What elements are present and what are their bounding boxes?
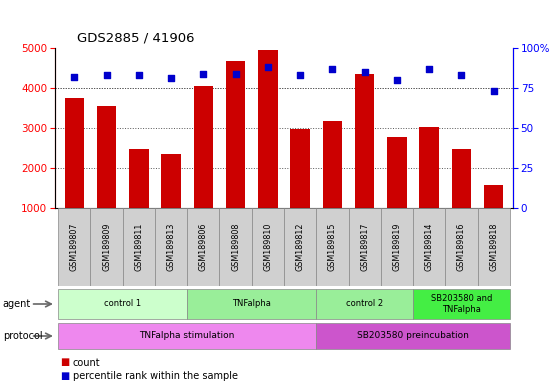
Text: protocol: protocol (3, 331, 42, 341)
Point (263, 64, 272, 70)
Bar (194, 86, 213, 208)
Bar (478, 208, 510, 286)
Point (70, 74, 79, 80)
Text: GSM189819: GSM189819 (392, 223, 401, 271)
Text: ■: ■ (61, 358, 73, 367)
Point (425, 66, 434, 72)
Bar (387, 137, 407, 208)
Bar (90, 208, 123, 286)
Text: control 1: control 1 (104, 300, 141, 308)
Bar (323, 121, 342, 208)
Bar (413, 289, 510, 319)
Text: agent: agent (3, 299, 31, 309)
Bar (381, 208, 413, 286)
Bar (123, 208, 155, 286)
Text: GSM189818: GSM189818 (489, 223, 498, 271)
Text: GSM189816: GSM189816 (457, 223, 466, 271)
Bar (226, 61, 246, 208)
Bar (258, 50, 277, 208)
Bar (58, 323, 316, 349)
Bar (484, 185, 503, 208)
Bar (252, 208, 284, 286)
Bar (65, 98, 84, 208)
Point (134, 72, 143, 78)
Text: GSM189810: GSM189810 (263, 223, 272, 271)
Point (392, 77, 401, 83)
Bar (316, 289, 413, 319)
Bar (413, 208, 445, 286)
Text: GSM189814: GSM189814 (425, 223, 434, 271)
Text: GSM189811: GSM189811 (134, 223, 143, 271)
Text: TNFalpha: TNFalpha (232, 300, 271, 308)
Text: ■: ■ (61, 371, 73, 381)
Bar (316, 208, 349, 286)
Text: SB203580 and
TNFalpha: SB203580 and TNFalpha (431, 294, 492, 314)
Bar (97, 106, 116, 208)
Point (199, 71, 208, 77)
Text: GSM189809: GSM189809 (102, 223, 111, 271)
Text: GSM189812: GSM189812 (296, 223, 305, 271)
Text: GDS2885 / 41906: GDS2885 / 41906 (78, 31, 195, 44)
Bar (58, 289, 187, 319)
Text: SB203580 preincubation: SB203580 preincubation (357, 331, 469, 341)
Point (360, 69, 369, 75)
Bar (187, 208, 219, 286)
Bar (187, 289, 316, 319)
Bar (161, 154, 181, 208)
Bar (284, 208, 316, 286)
Point (457, 72, 466, 78)
Text: GSM189817: GSM189817 (360, 223, 369, 271)
Text: GSM189815: GSM189815 (328, 223, 337, 271)
Point (489, 88, 498, 94)
Point (296, 72, 305, 78)
Point (231, 71, 240, 77)
Point (328, 66, 337, 72)
Bar (219, 208, 252, 286)
Bar (452, 149, 471, 208)
Bar (58, 208, 90, 286)
Text: GSM189813: GSM189813 (167, 223, 176, 271)
Point (167, 75, 176, 81)
Point (102, 72, 111, 78)
Text: control 2: control 2 (346, 300, 383, 308)
Bar (420, 127, 439, 208)
Bar (291, 129, 310, 208)
Bar (129, 149, 148, 208)
Bar (355, 74, 374, 208)
Bar (316, 323, 510, 349)
Bar (445, 208, 478, 286)
Text: GSM189806: GSM189806 (199, 223, 208, 271)
Bar (349, 208, 381, 286)
Text: TNFalpha stimulation: TNFalpha stimulation (140, 331, 235, 341)
Text: GSM189807: GSM189807 (70, 223, 79, 271)
Text: GSM189808: GSM189808 (231, 223, 240, 271)
Bar (155, 208, 187, 286)
Text: percentile rank within the sample: percentile rank within the sample (73, 371, 238, 381)
Text: count: count (73, 358, 100, 367)
